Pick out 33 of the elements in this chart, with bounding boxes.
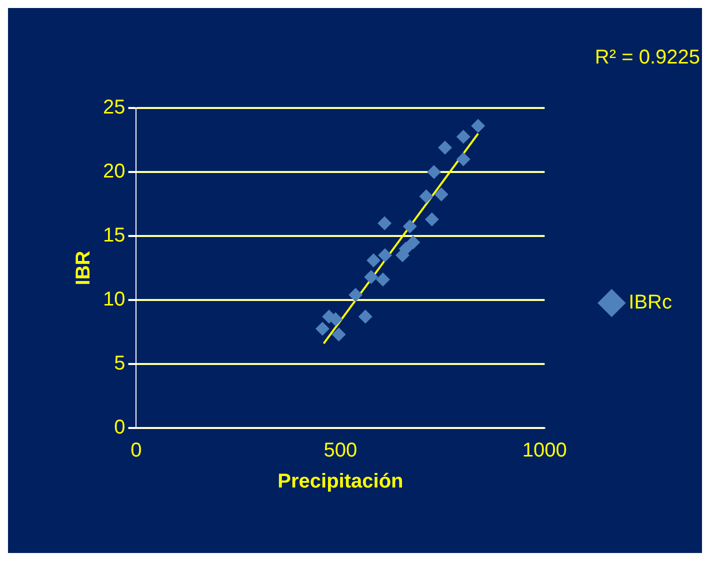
y-tick-label: 5 — [114, 352, 126, 375]
text: R² = 0.9225 — [594, 46, 700, 69]
point — [471, 118, 486, 133]
point — [364, 270, 378, 284]
point — [424, 212, 439, 226]
point — [438, 140, 452, 155]
point — [348, 288, 363, 302]
y-tick-label: 0 — [114, 416, 126, 439]
point — [378, 216, 392, 230]
point — [358, 310, 372, 324]
point — [434, 187, 448, 202]
point — [396, 248, 410, 262]
point — [426, 165, 441, 179]
y-tick-label: 25 — [102, 96, 126, 119]
x-axis-title: Precipitación — [278, 470, 404, 493]
point — [406, 235, 420, 250]
x-tick-label: 0 — [130, 440, 142, 462]
point — [378, 248, 392, 262]
x-tick-label: 1000 — [522, 440, 567, 462]
point — [456, 152, 470, 166]
point — [366, 253, 381, 268]
y-axis-title: IBR — [72, 250, 95, 286]
point — [315, 322, 330, 336]
x-tick-label: 500 — [324, 440, 358, 462]
y-tick-label: 20 — [102, 160, 126, 183]
point — [332, 328, 346, 342]
point — [402, 219, 417, 234]
point — [456, 130, 470, 144]
y-tick-label: 15 — [102, 224, 126, 247]
point — [376, 272, 390, 287]
point — [419, 189, 434, 204]
y-tick-label: 10 — [102, 288, 126, 311]
legend-label: IBRc — [628, 292, 672, 314]
